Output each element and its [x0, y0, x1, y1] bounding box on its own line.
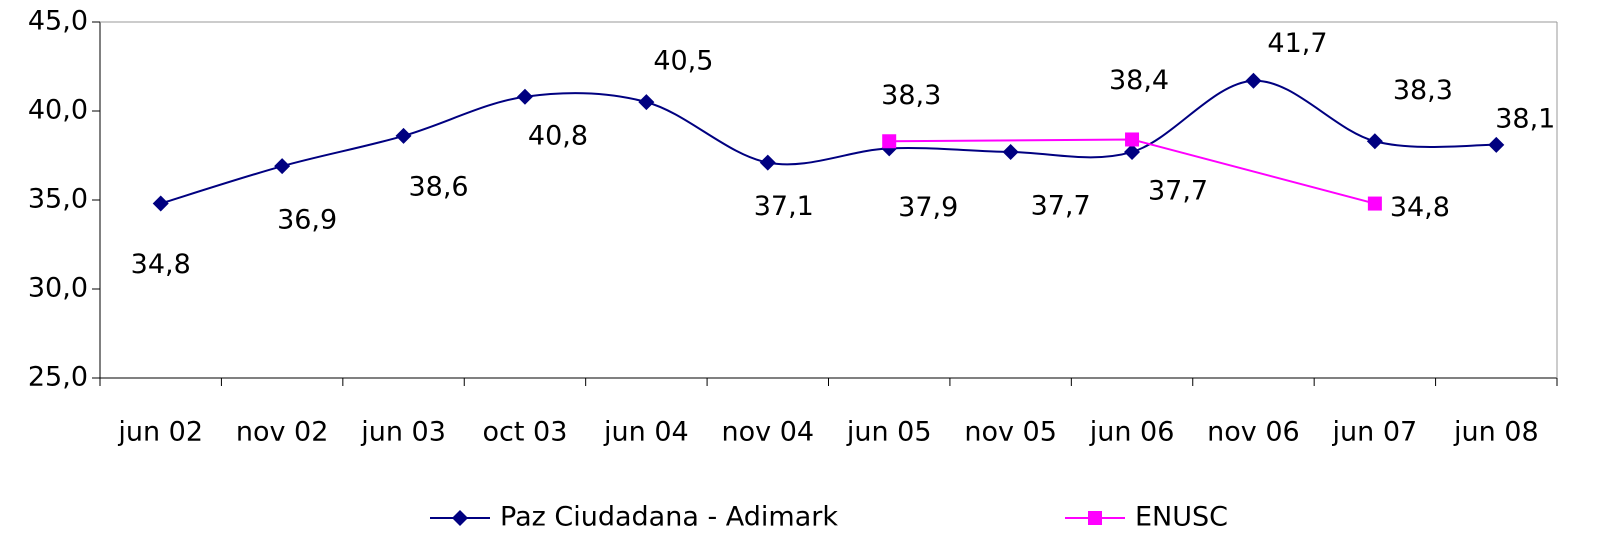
- x-tick-label: jun 08: [1453, 417, 1539, 448]
- data-point: [274, 158, 291, 175]
- data-label: 38,3: [1393, 75, 1453, 106]
- y-tick-label: 30,0: [28, 273, 88, 304]
- data-point: [638, 94, 655, 111]
- data-label: 40,8: [528, 120, 588, 151]
- data-label: 40,5: [653, 46, 713, 77]
- data-label: 38,3: [881, 80, 941, 111]
- data-point: [1124, 143, 1141, 160]
- data-point: [1366, 133, 1383, 150]
- data-point: [1488, 136, 1505, 153]
- x-tick-label: jun 06: [1089, 417, 1175, 448]
- x-tick-label: nov 04: [722, 417, 815, 448]
- legend-label: Paz Ciudadana - Adimark: [500, 502, 838, 533]
- data-label: 37,7: [1031, 190, 1091, 221]
- data-label: 36,9: [277, 205, 337, 236]
- x-tick-label: jun 07: [1332, 417, 1418, 448]
- y-tick-label: 40,0: [28, 95, 88, 126]
- x-tick-label: nov 05: [964, 417, 1057, 448]
- data-point: [152, 195, 169, 212]
- data-label: 34,8: [131, 249, 191, 280]
- x-tick-label: jun 04: [603, 417, 689, 448]
- data-point: [516, 88, 533, 105]
- data-label: 38,1: [1495, 103, 1555, 134]
- x-tick-label: nov 02: [236, 417, 329, 448]
- data-label: 41,7: [1267, 28, 1327, 59]
- data-point: [1125, 132, 1140, 147]
- y-tick-label: 35,0: [28, 184, 88, 215]
- data-label: 38,6: [408, 171, 468, 202]
- data-point: [1367, 196, 1382, 211]
- series-line: [160, 79, 1497, 205]
- data-point: [759, 154, 776, 171]
- data-point: [395, 127, 412, 144]
- y-tick-label: 25,0: [28, 362, 88, 393]
- legend-marker: [1088, 511, 1102, 525]
- x-tick-label: nov 06: [1207, 417, 1300, 448]
- data-label: 37,7: [1148, 175, 1208, 206]
- y-tick-label: 45,0: [28, 6, 88, 37]
- x-tick-label: jun 02: [117, 417, 203, 448]
- x-tick-label: jun 05: [846, 417, 932, 448]
- x-tick-label: oct 03: [483, 417, 568, 448]
- data-label: 34,8: [1390, 192, 1450, 223]
- data-point: [882, 134, 897, 149]
- x-tick-label: jun 03: [360, 417, 446, 448]
- data-point: [1002, 143, 1019, 160]
- data-label: 37,1: [754, 191, 814, 222]
- data-label: 38,4: [1109, 65, 1169, 96]
- legend-marker: [452, 510, 468, 526]
- data-point: [1245, 72, 1262, 89]
- legend-label: ENUSC: [1135, 502, 1228, 533]
- data-label: 37,9: [898, 192, 958, 223]
